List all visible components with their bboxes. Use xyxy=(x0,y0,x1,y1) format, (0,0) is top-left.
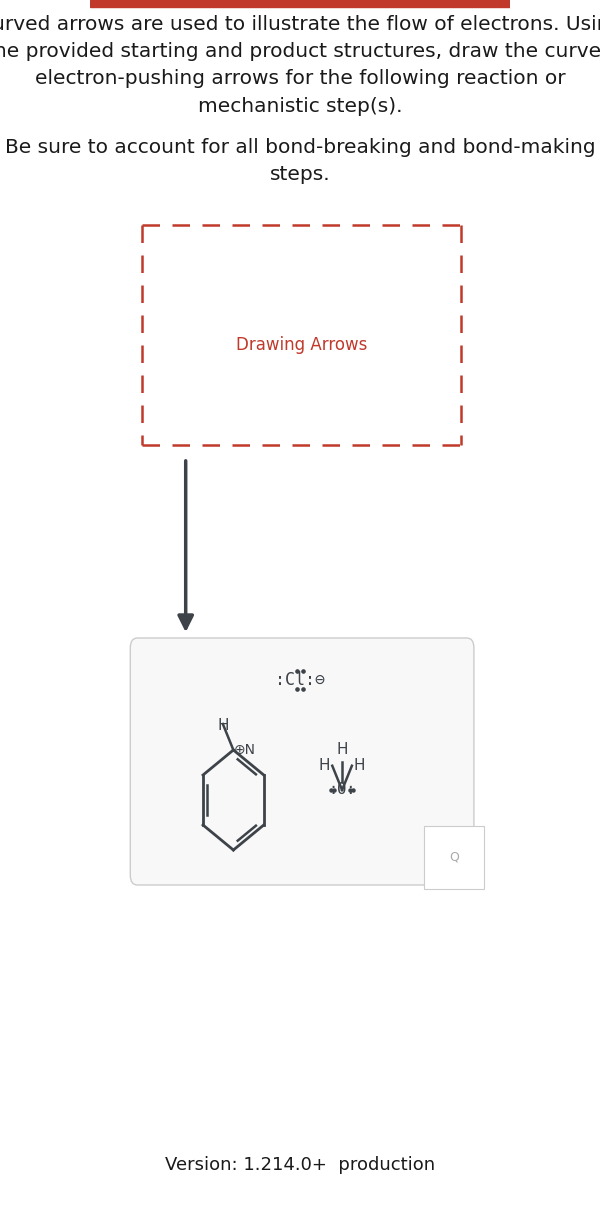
Text: H: H xyxy=(319,759,330,773)
Text: H: H xyxy=(337,742,348,758)
Text: Version: 1.214.0+  production: Version: 1.214.0+ production xyxy=(165,1156,435,1174)
Text: Drawing Arrows: Drawing Arrows xyxy=(236,336,367,354)
Text: Q: Q xyxy=(449,850,459,864)
Text: :Cl:⊖: :Cl:⊖ xyxy=(275,671,325,689)
Text: H: H xyxy=(217,719,229,733)
Text: Be sure to account for all bond-breaking and bond-making
steps.: Be sure to account for all bond-breaking… xyxy=(5,138,595,184)
Text: :O:: :O: xyxy=(328,782,356,798)
Text: ⊕N: ⊕N xyxy=(234,743,256,758)
Bar xyxy=(89,0,511,7)
Text: H: H xyxy=(354,759,365,773)
Text: Curved arrows are used to illustrate the flow of electrons. Using
the provided s: Curved arrows are used to illustrate the… xyxy=(0,15,600,116)
FancyBboxPatch shape xyxy=(130,638,474,885)
Bar xyxy=(143,227,461,445)
